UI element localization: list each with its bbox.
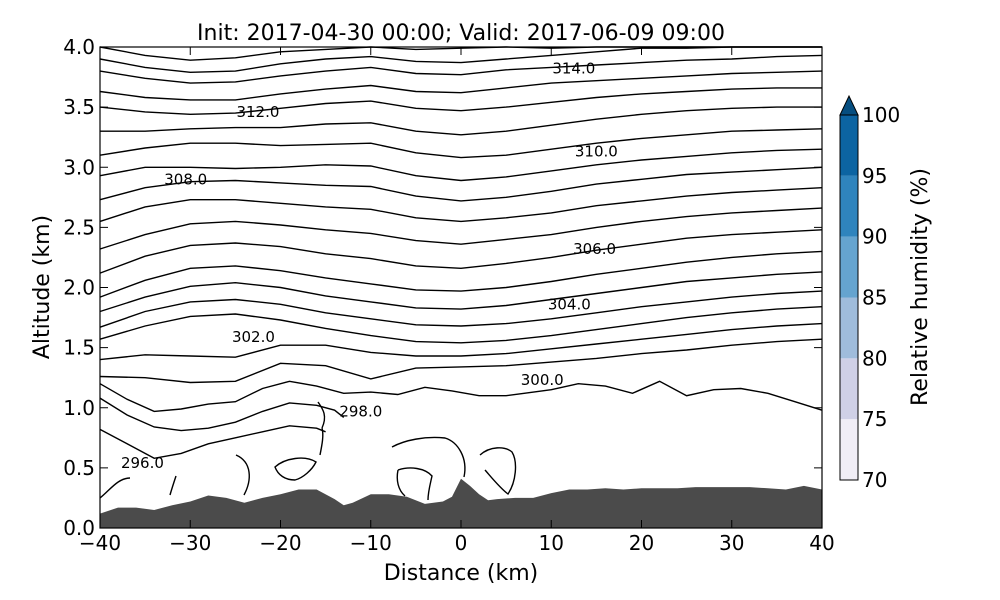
isoline-9: [99, 187, 823, 223]
isoline-7: [99, 148, 823, 182]
colorbar-segment-2: [840, 297, 858, 359]
y-tick-label-2: 1.0: [63, 396, 95, 420]
chart-title: Init: 2017-04-30 00:00; Valid: 2017-06-0…: [197, 21, 725, 46]
x-tick-label-5: 10: [539, 531, 564, 555]
closed-contour-g: [99, 477, 131, 499]
colorbar-segment-0: [840, 419, 858, 480]
colorbar-tick-label-6: 100: [862, 103, 900, 127]
colorbar-tick-label-4: 90: [862, 225, 887, 249]
colorbar-segment-3: [840, 236, 858, 298]
isoline-19: [99, 397, 345, 432]
colorbar-label: Relative humidity (%): [908, 168, 933, 406]
isolines-layer: [99, 46, 823, 460]
isoline-14: [99, 290, 823, 328]
closed-contour-c: [397, 467, 433, 501]
isoline-17: [99, 338, 823, 384]
contour-label-0: 296.0: [121, 454, 164, 472]
colorbar-segment-5: [840, 115, 858, 176]
isoline-15: [99, 306, 823, 344]
isoline-6: [99, 128, 823, 159]
isoline-16: [99, 322, 823, 361]
contour-label-5: 306.0: [573, 240, 616, 258]
plot-area: 296.0 298.0 300.0 302.0 304.0 306.0 308.0 310.0…: [99, 46, 823, 529]
contour-label-3: 302.0: [232, 328, 275, 346]
colorbar-tick-label-0: 70: [862, 468, 887, 492]
y-tick-label-0: 0.0: [63, 516, 95, 540]
y-tick-label-3: 1.5: [63, 336, 95, 360]
closed-contour-b: [274, 457, 317, 481]
contour-label-1: 298.0: [339, 402, 382, 420]
contour-labels-layer: 296.0 298.0 300.0 302.0 304.0 306.0 308.0 310.0…: [121, 60, 618, 472]
closed-contour-a: [235, 454, 250, 496]
y-axis-label: Altitude (km): [30, 215, 55, 359]
plot-background: [100, 47, 822, 528]
colorbar-segment-4: [840, 175, 858, 237]
colorbar: 70 75 80 85 90 95 100: [839, 94, 900, 492]
closed-contour-f: [396, 469, 406, 497]
colorbar-tick-label-1: 75: [862, 407, 887, 431]
colorbar-frame: [839, 114, 859, 481]
isoline-12: [99, 250, 823, 298]
x-tick-label-3: −10: [350, 531, 392, 555]
isoline-1: [99, 46, 822, 74]
x-axis: −40 −30 −20 −10 0 10 20 30 40: [79, 47, 835, 555]
closed-contour-h: [169, 475, 177, 496]
y-tick-label-6: 3.0: [63, 155, 95, 179]
contour-label-9: 314.0: [552, 60, 595, 78]
isoline-4: [99, 87, 822, 116]
contour-label-4: 304.0: [548, 295, 591, 313]
x-tick-label-8: 40: [809, 531, 834, 555]
colorbar-tick-label-3: 85: [862, 286, 887, 310]
isoline-18: [99, 380, 823, 413]
x-tick-label-0: −40: [79, 531, 121, 555]
closed-contour-e: [479, 447, 517, 496]
y-tick-label-7: 3.5: [63, 95, 95, 119]
isoline-8: [99, 166, 823, 202]
x-tick-label-7: 30: [719, 531, 744, 555]
x-tick-label-6: 20: [629, 531, 654, 555]
isoline-3: [99, 70, 823, 101]
x-tick-label-1: −30: [169, 531, 211, 555]
isoline-20: [99, 425, 326, 460]
contour-label-6: 308.0: [164, 170, 207, 188]
isoline-11: [99, 229, 823, 274]
y-tick-label-4: 2.0: [63, 276, 95, 300]
isoline-10: [99, 207, 823, 250]
y-axis: 0.0 0.5 1.0 1.5 2.0 2.5 3.0 3.5 4.0: [63, 35, 822, 540]
colorbar-tick-label-2: 80: [862, 346, 887, 370]
isoline-2: [99, 54, 823, 84]
colorbar-segment-1: [840, 358, 858, 420]
contour-label-7: 310.0: [575, 143, 618, 161]
isoline-5: [100, 106, 822, 136]
isoline-13: [99, 271, 823, 313]
contour-label-2: 300.0: [521, 371, 564, 389]
y-tick-label-1: 0.5: [63, 456, 95, 480]
x-tick-label-2: −20: [259, 531, 301, 555]
closed-contours-layer: [99, 401, 517, 501]
y-tick-label-5: 2.5: [63, 215, 95, 239]
terrain-fill: [100, 478, 822, 528]
contour-label-8: 312.0: [236, 103, 279, 121]
closed-contour-i: [317, 401, 326, 456]
y-tick-label-8: 4.0: [63, 35, 95, 59]
x-axis-label: Distance (km): [384, 561, 539, 586]
colorbar-tick-label-5: 95: [862, 164, 887, 188]
x-tick-label-4: 0: [455, 531, 468, 555]
closed-contour-d: [391, 436, 466, 478]
colorbar-extend-arrow: [839, 94, 859, 116]
